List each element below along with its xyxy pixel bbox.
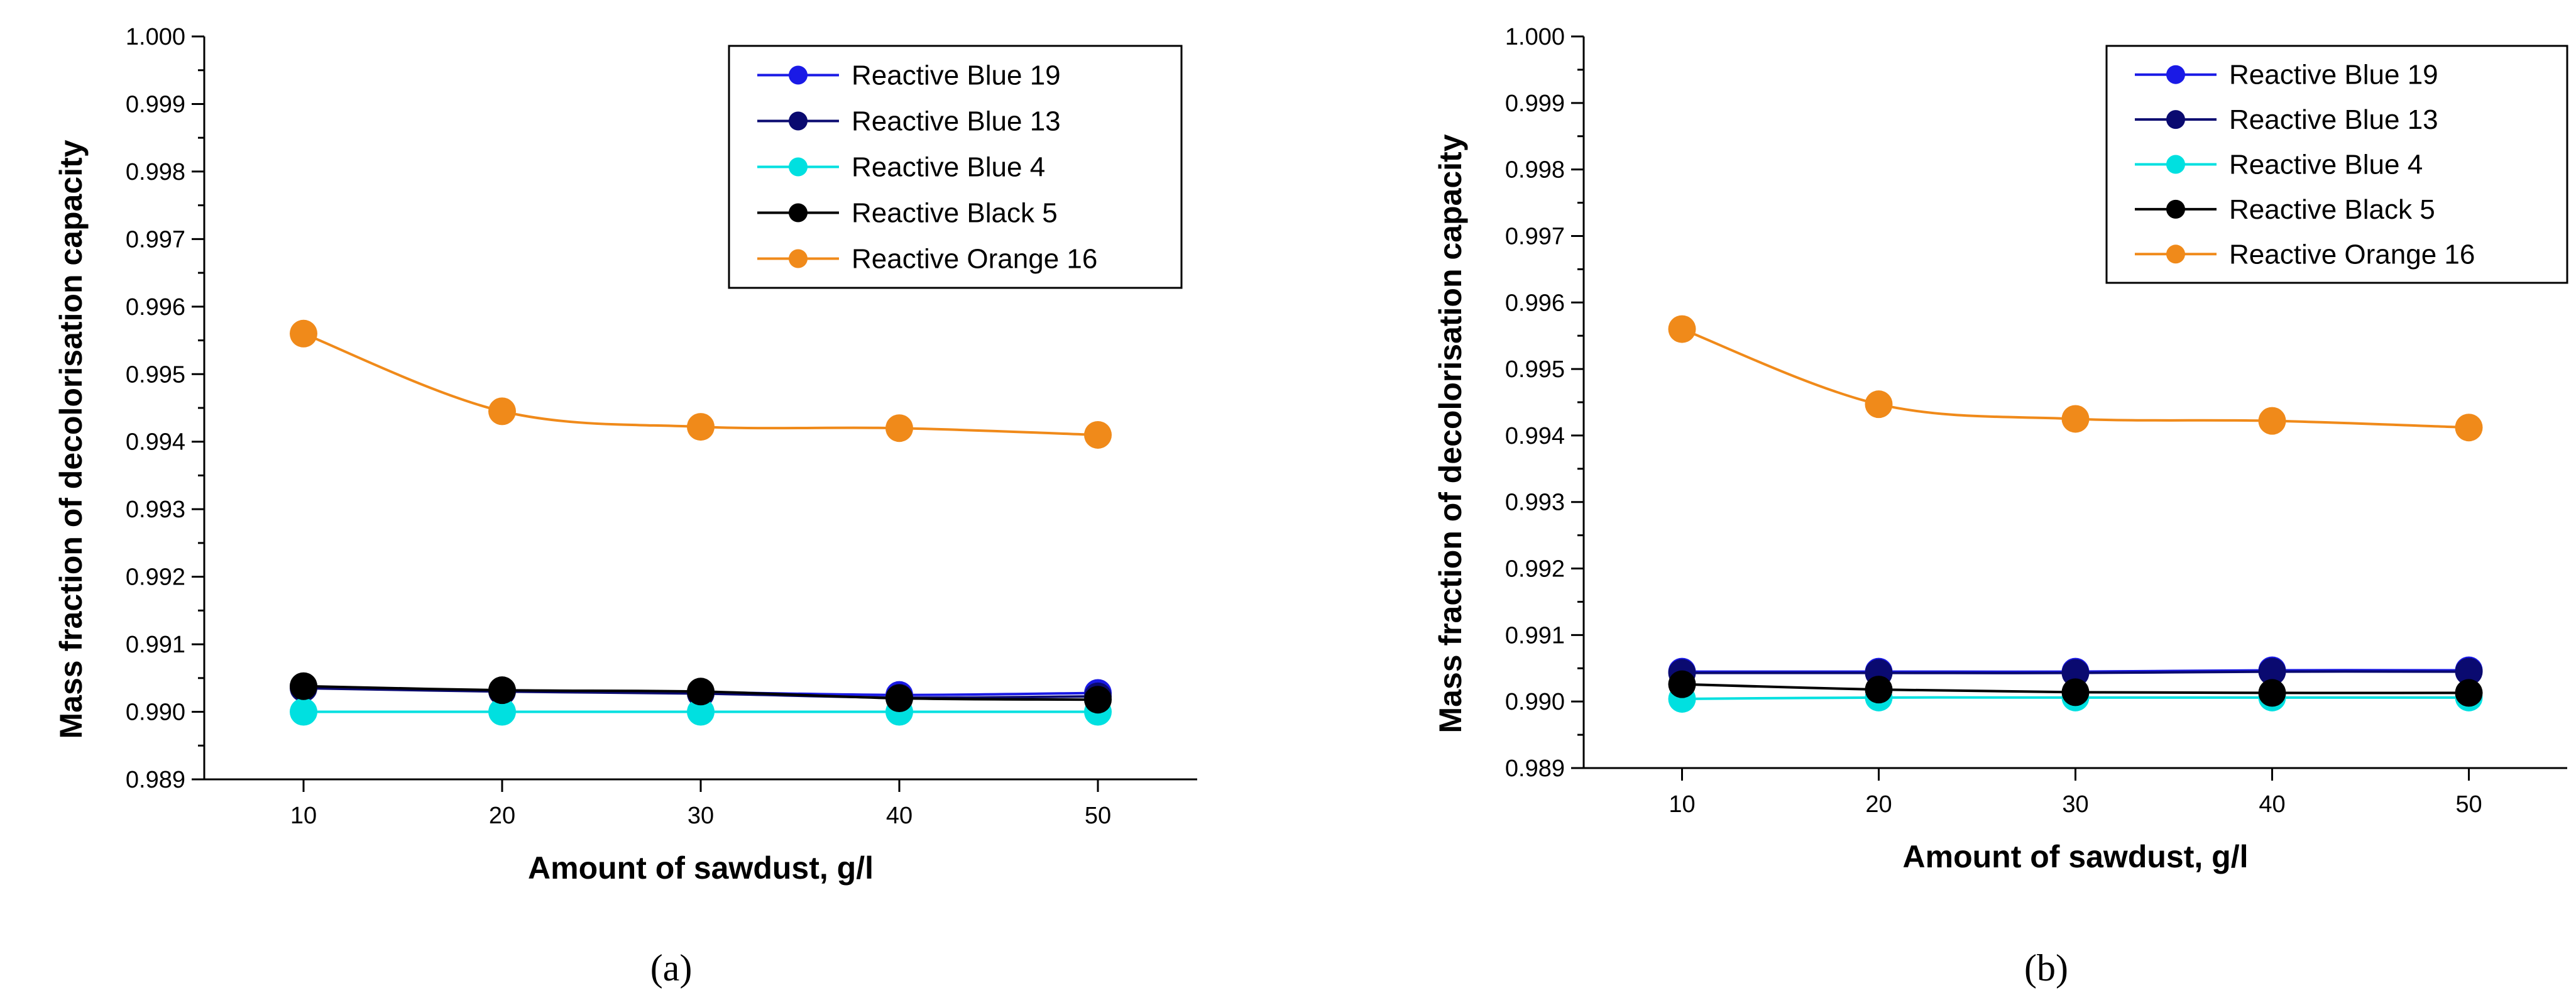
- legend-label: Reactive Blue 13: [852, 106, 1061, 137]
- legend-marker: [2166, 110, 2185, 129]
- legend-label: Reactive Blue 4: [852, 152, 1045, 183]
- y-tick-label: 0.990: [126, 700, 185, 726]
- y-tick-label: 0.994: [1505, 423, 1565, 449]
- legend-label: Reactive Orange 16: [852, 244, 1097, 275]
- x-tick-label: 10: [1669, 791, 1695, 818]
- y-tick-label: 1.000: [1505, 24, 1565, 50]
- x-tick-label: 30: [688, 803, 714, 829]
- x-tick-label: 40: [886, 803, 913, 829]
- legend-marker: [789, 65, 808, 85]
- y-tick-label: 0.998: [126, 159, 185, 185]
- legend-label: Reactive Orange 16: [2229, 239, 2475, 270]
- legend-marker: [2166, 244, 2185, 264]
- data-point: [2061, 678, 2090, 706]
- legend-label: Reactive Blue 4: [2229, 150, 2423, 180]
- data-point: [885, 414, 913, 442]
- data-point: [687, 698, 715, 726]
- legend-box: [2105, 45, 2568, 284]
- legend-marker: [2166, 65, 2185, 84]
- data-point: [2061, 659, 2090, 687]
- data-point: [2061, 405, 2090, 433]
- y-tick-label: 0.990: [1505, 689, 1565, 715]
- legend-label: Reactive Black 5: [2229, 194, 2435, 225]
- data-point: [1084, 420, 1112, 449]
- x-tick-label: 50: [2455, 791, 2482, 818]
- y-axis-title: Mass fraction of decolorisation capacity: [1433, 134, 1468, 733]
- y-tick-label: 0.997: [1505, 223, 1565, 250]
- legend-label: Reactive Blue 13: [2229, 104, 2438, 135]
- data-point: [2258, 679, 2286, 707]
- data-point: [1084, 686, 1112, 714]
- data-point: [2258, 657, 2286, 686]
- data-point: [1865, 676, 1893, 704]
- y-axis-title: Mass fraction of decolorisation capacity: [53, 140, 89, 739]
- x-tick-label: 20: [1865, 791, 1892, 818]
- data-point: [2455, 414, 2483, 442]
- legend-label: Reactive Blue 19: [2229, 60, 2438, 91]
- legend-label: Reactive Blue 19: [852, 60, 1061, 91]
- y-tick-label: 0.995: [126, 361, 185, 388]
- y-tick-label: 0.991: [126, 632, 185, 658]
- panel-b: 0.989 0.990 0.991 0.992 0.993 0.994 0.995 0.996…: [1433, 24, 2568, 989]
- x-tick-label: 10: [290, 803, 317, 829]
- legend-marker: [2166, 199, 2185, 219]
- data-point: [290, 672, 317, 700]
- y-tick-label: 0.992: [126, 564, 185, 591]
- y-tick-label: 0.999: [1505, 91, 1565, 117]
- y-tick-label: 0.993: [1505, 490, 1565, 516]
- x-tick-label: 50: [1085, 803, 1111, 829]
- x-axis-title: Amount of sawdust, g/l: [528, 850, 874, 886]
- y-tick-label: 0.996: [126, 294, 185, 321]
- data-point: [290, 319, 317, 348]
- y-tick-label: 1.000: [126, 24, 185, 50]
- legend-marker: [2166, 155, 2185, 174]
- x-tick-label: 40: [2259, 791, 2285, 818]
- data-point: [1668, 315, 1696, 343]
- data-point: [290, 698, 317, 726]
- data-point: [2455, 679, 2483, 707]
- x-tick-label: 30: [2062, 791, 2088, 818]
- panel-a: 0.989 0.990 0.991 0.992 0.993 0.994 0.995 0.996…: [53, 24, 1197, 989]
- data-point: [1668, 670, 1696, 698]
- data-point: [687, 413, 715, 441]
- legend-label: Reactive Black 5: [852, 198, 1058, 229]
- data-point: [488, 676, 516, 705]
- x-axis-title: Amount of sawdust, g/l: [1903, 839, 2249, 874]
- data-point: [885, 684, 913, 713]
- panel-caption: (a): [650, 947, 693, 989]
- legend-marker: [789, 249, 808, 268]
- data-point: [488, 698, 516, 726]
- legend-marker: [789, 157, 808, 177]
- y-tick-label: 0.994: [126, 429, 185, 456]
- data-point: [2455, 657, 2483, 686]
- panel-caption: (b): [2024, 947, 2068, 989]
- data-point: [488, 397, 516, 426]
- y-tick-label: 0.992: [1505, 556, 1565, 583]
- legend-marker: [789, 111, 808, 131]
- y-tick-label: 0.996: [1505, 290, 1565, 316]
- legend-marker: [789, 203, 808, 222]
- y-tick-label: 0.993: [126, 497, 185, 523]
- data-point: [2258, 407, 2286, 435]
- data-point: [687, 678, 715, 706]
- x-tick-label: 20: [489, 803, 515, 829]
- y-tick-label: 0.995: [1505, 356, 1565, 383]
- y-tick-label: 0.991: [1505, 622, 1565, 649]
- y-tick-label: 0.999: [126, 91, 185, 118]
- y-tick-label: 0.989: [1505, 755, 1565, 782]
- data-point: [1865, 390, 1893, 419]
- y-tick-label: 0.989: [126, 767, 185, 793]
- y-tick-label: 0.997: [126, 226, 185, 253]
- y-tick-label: 0.998: [1505, 157, 1565, 184]
